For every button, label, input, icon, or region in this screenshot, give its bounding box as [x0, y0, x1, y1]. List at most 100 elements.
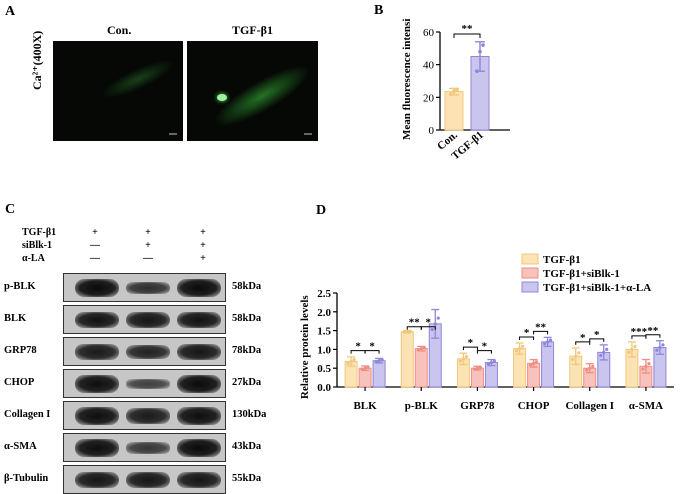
blot-band: [126, 408, 170, 424]
data-point: [380, 358, 384, 362]
significance-label: *: [524, 327, 530, 339]
data-point: [661, 343, 665, 347]
panel-d-letter: D: [316, 203, 327, 218]
data-point: [422, 346, 426, 350]
blot-band: [126, 471, 170, 489]
condition-mark: +: [92, 227, 98, 238]
data-point: [633, 344, 637, 348]
panel-c-letter: C: [5, 202, 16, 217]
blot-label: Collagen I: [4, 409, 51, 420]
condition-mark: —: [143, 253, 153, 264]
blot-strip: [63, 401, 226, 430]
significance-bracket: [364, 350, 380, 354]
blot-band: [126, 344, 170, 360]
data-point: [346, 361, 350, 365]
data-point: [458, 359, 463, 363]
significance-label: **: [462, 23, 474, 35]
data-point: [452, 89, 456, 93]
significance-bracket: [453, 33, 481, 38]
condition-label: TGF-β1: [22, 227, 57, 238]
data-point: [430, 327, 434, 332]
legend-label: TGF-β1+siBlk-1+α-LA: [543, 282, 651, 294]
blot-strip: [63, 273, 226, 302]
data-point: [641, 367, 645, 371]
data-point: [475, 366, 480, 370]
micrograph-tgfb1: [187, 41, 318, 141]
y-tick-label: 0: [429, 125, 435, 137]
significance-bracket: [462, 346, 478, 351]
data-point: [478, 49, 482, 54]
data-point: [349, 359, 353, 364]
bar: [444, 91, 464, 131]
significance-label: ***: [631, 326, 648, 338]
condition-mark: +: [145, 240, 151, 251]
significance-label: *: [580, 332, 586, 344]
significance-bracket: [575, 341, 591, 345]
data-point: [644, 364, 648, 368]
data-point: [542, 342, 547, 346]
significance-label: *: [369, 341, 375, 353]
data-point: [419, 347, 423, 351]
panel-a-row-label: Ca²⁺(400X): [30, 30, 44, 90]
data-point: [481, 43, 485, 47]
data-point: [602, 350, 606, 355]
significance-bracket: [476, 350, 492, 354]
data-point: [408, 329, 412, 333]
y-tick-label: 1.0: [317, 344, 331, 356]
chart-d: 0.0 0.5 1.0 1.5 2.0 2.5 Relative protein level…: [299, 253, 674, 412]
blot-band: [177, 343, 221, 361]
data-point: [534, 360, 539, 364]
blot-strip: [63, 433, 226, 462]
blot-band: [177, 471, 221, 489]
blot-band: [75, 471, 119, 489]
blot-strip: [63, 305, 226, 334]
data-point: [627, 350, 631, 355]
panel-b-letter: B: [374, 3, 384, 18]
blot-band: [126, 281, 170, 295]
data-point: [520, 344, 525, 348]
y-tick-label: 0.0: [317, 382, 331, 394]
blot-strip: [63, 337, 226, 366]
y-tick-label: 20: [423, 92, 435, 104]
data-point: [472, 367, 477, 371]
x-tick-label: BLK: [353, 400, 377, 412]
condition-mark: —: [90, 240, 100, 251]
blot-band: [75, 439, 119, 457]
significance-bracket: [589, 338, 605, 342]
significance-bracket: [519, 336, 535, 341]
data-point: [514, 349, 519, 353]
significance-bracket: [420, 326, 436, 330]
bar: [414, 348, 428, 388]
bar: [372, 360, 386, 388]
blot-size-label: 130kDa: [232, 409, 267, 420]
data-point: [599, 353, 603, 358]
significance-label: *: [468, 337, 474, 349]
significance-bracket: [645, 334, 661, 338]
x-tick-label: Collagen I: [565, 400, 614, 412]
y-tick-label: 0.5: [317, 363, 331, 375]
blot-label: CHOP: [4, 377, 35, 388]
blot-band: [126, 378, 170, 390]
data-point: [531, 361, 536, 365]
y-tick-label: 2.5: [317, 288, 331, 300]
blot-size-label: 55kDa: [232, 473, 262, 484]
condition-label: siBlk-1: [22, 240, 53, 251]
data-point: [486, 362, 491, 366]
blot-size-label: 58kDa: [232, 281, 262, 292]
data-point: [591, 364, 595, 368]
data-point: [366, 365, 370, 369]
panel-a-col-label-tgf: TGF-β1: [232, 23, 273, 37]
bar: [484, 362, 498, 388]
blot-band: [177, 279, 221, 297]
blot-label: p-BLK: [4, 281, 36, 292]
data-point: [647, 362, 651, 366]
data-point: [461, 357, 466, 361]
blot-size-label: 43kDa: [232, 441, 262, 452]
data-point: [658, 345, 662, 350]
panel-a-letter: A: [5, 4, 16, 19]
data-point: [574, 354, 578, 358]
data-point: [363, 366, 367, 370]
data-point: [374, 359, 378, 364]
blot-band: [75, 375, 119, 393]
